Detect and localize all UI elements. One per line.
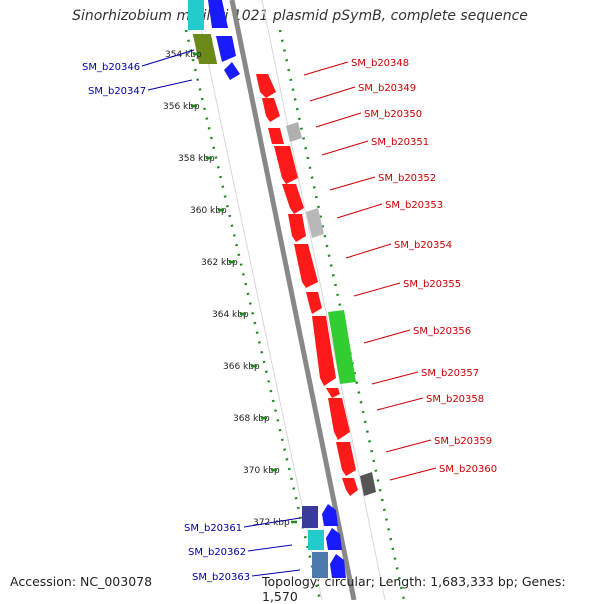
gene-olive-block [192,34,218,64]
forward-gene-8 [306,292,322,314]
forward-gene-12 [336,442,356,476]
dark-gray-gene-block [360,472,376,496]
gene-label-leader [353,282,401,297]
reverse-gene-arrow-2 [208,0,228,28]
gene-label-sm_b20357: SM_b20357 [421,368,479,379]
gene-label-sm_b20346: SM_b20346 [82,62,140,73]
forward-gene-2 [262,98,280,122]
gene-label-leader [141,49,195,67]
reverse-gene-arrow-3 [224,62,240,80]
forward-gene-group [256,74,358,496]
gene-label-sm_b20362: SM_b20362 [188,547,246,558]
scale-label: 370 kbp [243,466,280,476]
scale-label: 358 kbp [178,154,215,164]
scale-label: 368 kbp [233,414,270,424]
gene-label-leader [336,203,383,219]
gene-label-leader [371,371,419,385]
green-gene-block [328,310,356,384]
gene-label-leader [247,544,293,552]
gene-label-sm_b20348: SM_b20348 [351,58,409,69]
forward-gene-11 [328,398,350,440]
gene-label-leader [345,243,392,259]
backbone-line [229,0,357,600]
scale-layer: 354 kbp 356 kbp 358 kbp 360 kbp 362 kbp 364 k… [163,50,297,528]
gene-label-sm_b20354: SM_b20354 [394,240,452,251]
reverse-gene-arrow-1 [216,36,236,62]
reverse-gene-group-bottom [302,504,346,578]
inner-track-border-right [261,0,386,600]
scale-label: 364 kbp [212,310,249,320]
forward-gene-13 [342,478,358,496]
pseudogene-block-2 [306,208,324,238]
gene-label-sm_b20347: SM_b20347 [88,86,146,97]
gene-label-sm_b20350: SM_b20350 [364,109,422,120]
reverse-gene-arrow-4 [322,504,338,526]
gene-label-sm_b20353: SM_b20353 [385,200,443,211]
scale-label: 362 kbp [201,258,238,268]
reverse-gene-arrow-6 [330,554,346,578]
gene-label-leader [315,112,362,128]
gene-label-sm_b20358: SM_b20358 [426,394,484,405]
scale-label: 366 kbp [223,362,260,372]
gene-label-sm_b20352: SM_b20352 [378,173,436,184]
gene-label-sm_b20356: SM_b20356 [413,326,471,337]
forward-gene-3 [268,128,284,144]
accession-label: Accession: NC_003078 [10,574,153,589]
gene-label-leader [243,517,301,528]
map-title: Sinorhizobium meliloti 1021 plasmid pSym… [72,8,528,24]
pseudogene-block-1 [286,122,302,142]
gene-label-leader [385,439,432,453]
gene-teal-block [308,530,324,550]
scale-label: 360 kbp [190,206,227,216]
gene-label-leader [251,569,301,577]
gene-label-sm_b20360: SM_b20360 [439,464,497,475]
forward-gene-1 [256,74,276,98]
inner-track-border-left [194,0,323,600]
gene-label-leader [147,79,193,91]
gene-label-sm_b20363: SM_b20363 [192,572,250,583]
gene-cyan-block [188,0,204,30]
scale-label: 354 kbp [165,50,202,60]
gene-label-layer: SM_b20348 SM_b20349 SM_b20350 SM_b20351 SM_b… [82,49,497,583]
reverse-gene-group-top [188,0,240,80]
forward-gene-4 [274,146,298,184]
gene-label-leader [329,176,376,191]
gene-label-sm_b20351: SM_b20351 [371,137,429,148]
gene-label-leader [303,61,349,76]
gene-label-leader [363,329,411,344]
gene-label-sm_b20361: SM_b20361 [184,523,242,534]
forward-gene-6 [288,214,306,242]
gene-navy-block [302,506,318,528]
scale-label: 356 kbp [163,102,200,112]
gene-label-sm_b20349: SM_b20349 [358,83,416,94]
gene-label-leader [376,397,424,411]
gene-label-leader [321,140,369,156]
gene-label-leader [309,86,356,102]
forward-gene-9 [312,316,336,386]
forward-gene-10 [326,388,340,398]
gene-label-sm_b20359: SM_b20359 [434,436,492,447]
gene-steel-block [312,552,328,578]
reverse-gene-arrow-5 [326,528,342,550]
gene-label-leader [389,467,437,481]
gene-label-sm_b20355: SM_b20355 [403,279,461,290]
forward-gene-7 [294,244,318,288]
forward-gene-5 [282,184,304,214]
